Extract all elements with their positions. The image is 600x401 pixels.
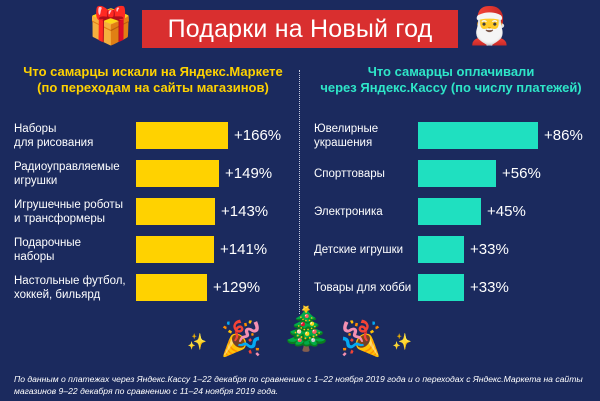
bar: [136, 274, 207, 301]
category-label: Спорттовары: [314, 168, 385, 180]
value-label: +56%: [502, 165, 541, 182]
value-label: +141%: [220, 241, 268, 258]
bar: [136, 198, 215, 225]
value-label: +45%: [487, 203, 526, 220]
left-chart-title: Что самарцы искали на Яндекс.Маркете (по…: [23, 64, 283, 95]
party-popper-icon: 🎉: [220, 319, 263, 359]
bar: [136, 160, 219, 187]
bar: [418, 160, 496, 187]
gift-icon: 🎁: [88, 6, 133, 47]
page-title: Подарки на Новый год: [142, 10, 458, 48]
value-label: +166%: [234, 127, 282, 144]
bar: [418, 198, 481, 225]
bar: [418, 274, 464, 301]
category-label: Подарочные наборы: [14, 237, 82, 263]
bar: [418, 236, 464, 263]
christmas-tree-icon: 🎄: [280, 304, 333, 353]
category-label: Настольные футбол, хоккей, бильярд: [14, 275, 126, 301]
value-label: +86%: [544, 127, 583, 144]
value-label: +149%: [225, 165, 273, 182]
party-popper-icon: 🎉: [340, 319, 383, 359]
value-label: +129%: [213, 279, 261, 296]
sparkles-icon: ✨: [187, 332, 207, 351]
category-label: Ювелирные украшения: [314, 123, 379, 149]
category-label: Товары для хобби: [314, 282, 412, 294]
bar: [418, 122, 538, 149]
footnote: По данным о платежах через Яндекс.Кассу …: [14, 374, 583, 396]
chart-divider: [299, 70, 300, 314]
value-label: +143%: [221, 203, 269, 220]
value-label: +33%: [470, 241, 509, 258]
category-label: Радиоуправляемые игрушки: [14, 161, 120, 187]
category-label: Игрушечные роботы и трансформеры: [14, 199, 123, 225]
category-label: Наборы для рисования: [14, 123, 94, 149]
value-label: +33%: [470, 279, 509, 296]
bar: [136, 122, 228, 149]
category-label: Детские игрушки: [314, 244, 404, 256]
category-label: Электроника: [314, 206, 383, 218]
bar: [136, 236, 214, 263]
santa-icon: 🎅: [467, 6, 512, 47]
right-chart-title: Что самарцы оплачивали через Яндекс.Касс…: [320, 64, 582, 95]
sparkles-icon: ✨: [392, 332, 412, 351]
